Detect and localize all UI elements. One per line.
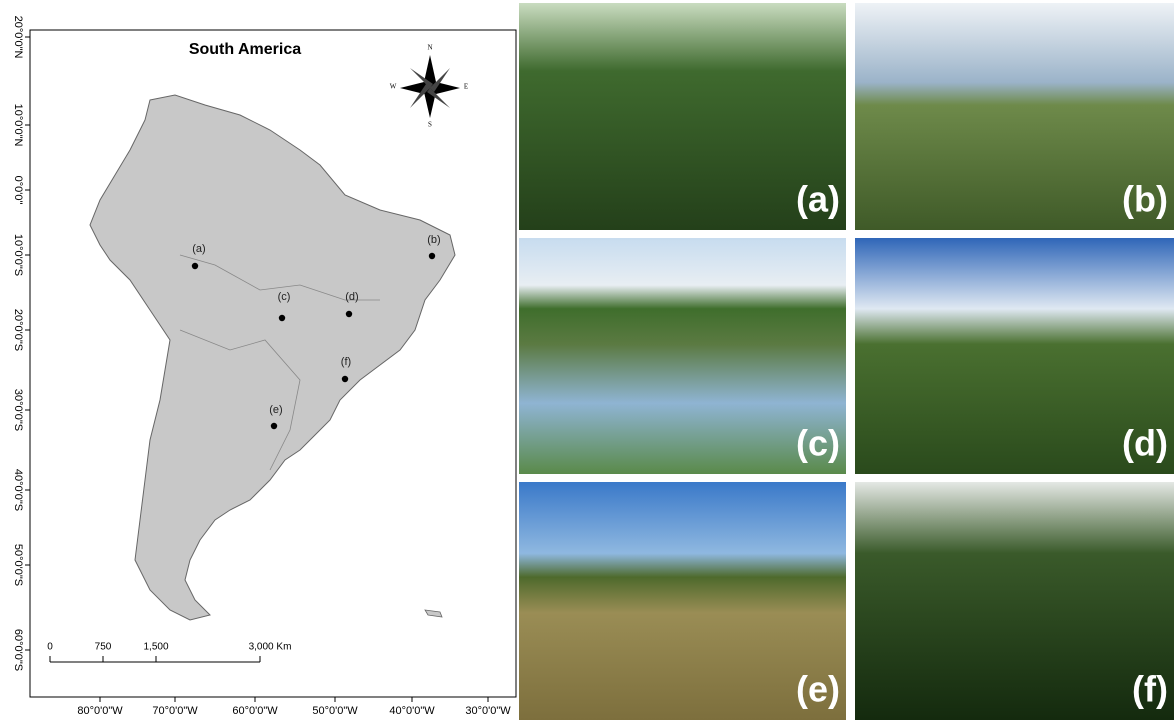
latitude-label: 20°0'0"N: [12, 16, 24, 59]
site-marker: [270, 422, 278, 430]
site-label: (e): [269, 404, 282, 416]
site-marker: [191, 262, 199, 270]
site-label: (a): [192, 243, 205, 255]
latitude-label: 50°0'0"S: [12, 544, 24, 586]
photo: [855, 482, 1174, 720]
site-label: (d): [345, 291, 358, 303]
site-label: (f): [341, 356, 351, 368]
photo-label: (b): [1122, 179, 1168, 220]
longitude-label: 70°0'0"W: [152, 705, 198, 717]
latitude-label: 0°0'0": [12, 176, 24, 205]
photo: [519, 238, 846, 474]
site-label: (b): [427, 234, 440, 246]
photo: [519, 482, 846, 720]
scale-label: 1,500: [143, 642, 168, 653]
photo-label: (c): [796, 423, 840, 464]
longitude-label: 50°0'0"W: [312, 705, 358, 717]
compass: [400, 55, 460, 118]
compass-letter: S: [428, 121, 432, 129]
site-marker: [428, 252, 436, 260]
scale-label: 3,000 Km: [249, 642, 292, 653]
map-title: South America: [189, 41, 301, 58]
scale-label: 0: [47, 642, 53, 653]
latitude-label: 10°0'0"N: [12, 104, 24, 147]
longitude-label: 60°0'0"W: [232, 705, 278, 717]
photo: [519, 3, 846, 230]
islands: [424, 609, 443, 618]
photo-label: (e): [796, 669, 840, 710]
longitude-label: 30°0'0"W: [465, 705, 511, 717]
border: [179, 254, 380, 301]
compass-letter: N: [427, 44, 432, 52]
photo: [855, 238, 1174, 474]
photo-label: (d): [1122, 423, 1168, 464]
compass-letter: W: [390, 83, 397, 91]
latitude-label: 60°0'0"S: [12, 629, 24, 671]
longitude-label: 40°0'0"W: [389, 705, 435, 717]
photo-label: (f): [1132, 669, 1168, 710]
site-marker: [341, 375, 349, 383]
site-marker: [345, 310, 353, 318]
latitude-label: 10°0'0"S: [12, 234, 24, 276]
latitude-label: 40°0'0"S: [12, 469, 24, 511]
site-label: (c): [278, 291, 291, 303]
photo: [855, 3, 1174, 230]
scale-label: 750: [95, 642, 112, 653]
continent: [89, 94, 456, 621]
latitude-label: 30°0'0"S: [12, 389, 24, 431]
longitude-label: 80°0'0"W: [77, 705, 123, 717]
compass-letter: E: [464, 83, 468, 91]
site-marker: [278, 314, 286, 322]
latitude-label: 20°0'0"S: [12, 309, 24, 351]
border: [179, 329, 301, 471]
photo-label: (a): [796, 179, 840, 220]
